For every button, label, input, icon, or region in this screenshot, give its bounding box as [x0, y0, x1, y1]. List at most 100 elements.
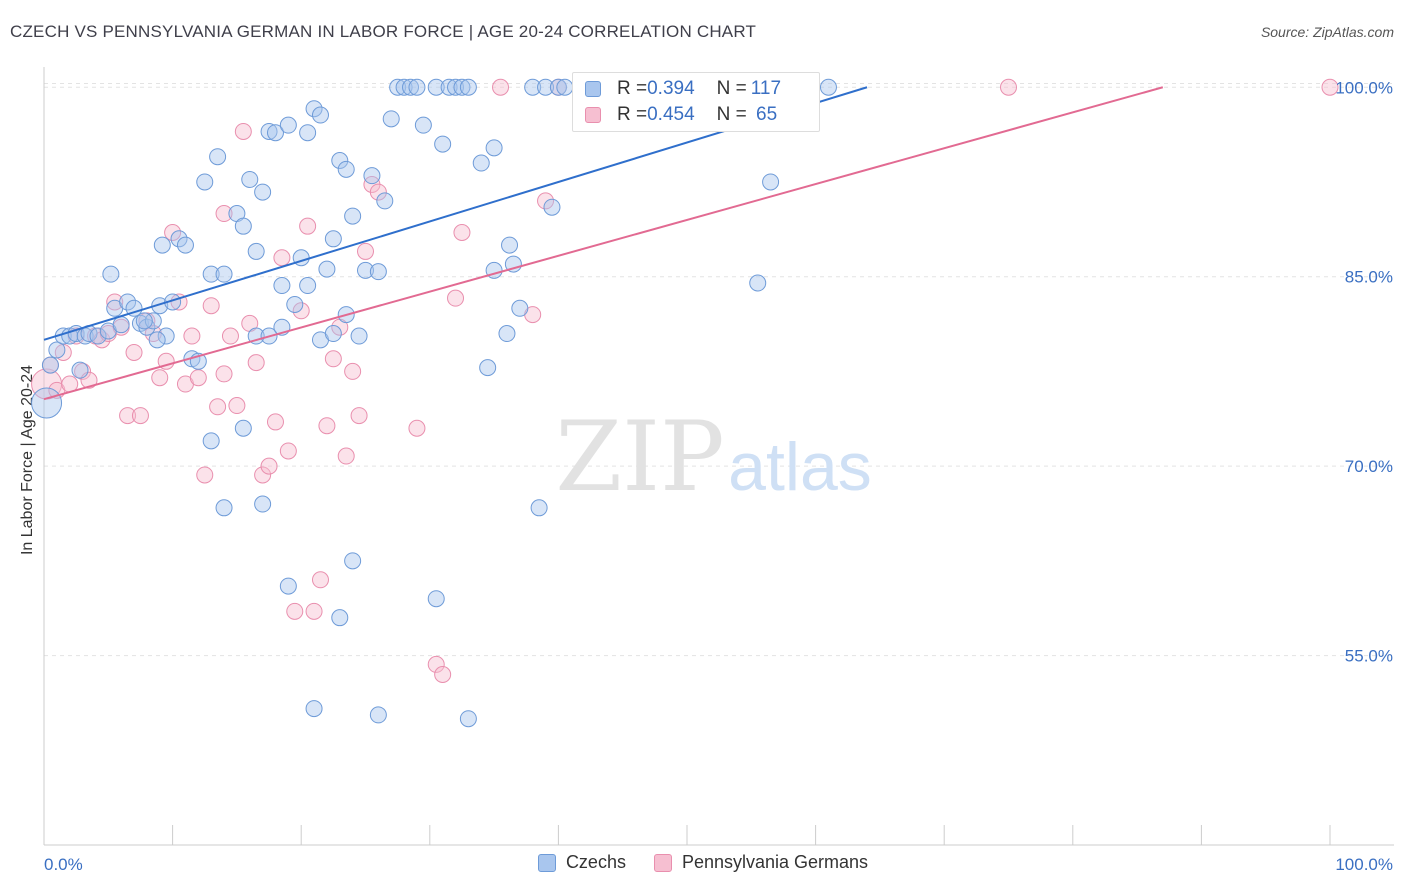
- pennsylvania-germans-point: [106, 293, 124, 311]
- czechs-point: [357, 261, 374, 279]
- czechs-point: [273, 277, 291, 295]
- pennsylvania-germans-swatch: [585, 107, 601, 123]
- pennsylvania-germans-point: [125, 343, 143, 361]
- legend-n-label: N =: [716, 78, 747, 99]
- pennsylvania-germans-point: [408, 419, 426, 437]
- czechs-point: [762, 173, 780, 191]
- pennsylvania-germans-point: [234, 122, 252, 140]
- czechs-point: [299, 124, 317, 142]
- czechs-point: [176, 236, 194, 254]
- czechs-point: [543, 198, 561, 216]
- czechs-point: [427, 78, 445, 96]
- legend-r-value: 0.454: [647, 104, 695, 125]
- trend-lines: [43, 86, 1164, 401]
- czechs-point: [498, 325, 516, 343]
- czechs-point: [196, 173, 214, 191]
- y-tick-label: 100.0%: [1335, 78, 1393, 97]
- legend-pennsylvania-germans-label: Pennsylvania Germans: [681, 852, 869, 872]
- stats-legend: R = 0.394 N = 117 R = 0.454 N = 65: [572, 72, 820, 132]
- tick-labels: 55.0% 70.0% 85.0% 100.0% 0.0% 100.0%: [44, 78, 1393, 874]
- czechs-point: [434, 135, 452, 153]
- czechs-point: [331, 152, 349, 170]
- legend-item-pennsylvania-germans: Pennsylvania Germans: [653, 852, 869, 873]
- czechs-point: [337, 160, 355, 178]
- czechs-point: [389, 78, 407, 96]
- czechs-point: [144, 312, 162, 330]
- legend-item-czechs: Czechs: [537, 852, 626, 873]
- pennsylvania-germans-point: [131, 407, 149, 425]
- pennsylvania-germans-trend-line: [43, 86, 1164, 401]
- pennsylvania-germans-point: [344, 362, 362, 380]
- pennsylvania-germans-point: [1321, 78, 1339, 96]
- czechs-point: [549, 78, 567, 96]
- czechs-point: [479, 359, 497, 377]
- czechs-point: [485, 139, 503, 157]
- czechs-point: [157, 327, 175, 345]
- pennsylvania-germans-point: [279, 442, 297, 460]
- czechs-point: [260, 122, 278, 140]
- czechs-point: [202, 432, 220, 450]
- czechs-point: [414, 116, 432, 134]
- czechs-point: [41, 356, 59, 374]
- czechs-point: [148, 331, 166, 349]
- czechs-point: [153, 236, 171, 254]
- czechs-point: [215, 499, 233, 517]
- czechs-point: [202, 265, 220, 283]
- legend-n-value: 117: [750, 78, 782, 99]
- pennsylvania-germans-point: [196, 466, 214, 484]
- czechs-point: [215, 265, 233, 283]
- pennsylvania-germans-point: [202, 297, 220, 315]
- pennsylvania-germans-point: [215, 365, 233, 383]
- pennsylvania-germans-point: [215, 205, 233, 223]
- series-pennsylvania-germans: [31, 78, 1339, 684]
- pennsylvania-germans-point: [164, 223, 182, 241]
- czechs-point: [299, 277, 317, 295]
- czechs-point: [31, 387, 63, 419]
- legend-czechs-label: Czechs: [565, 852, 626, 872]
- pennsylvania-germans-point: [337, 447, 355, 465]
- czechs-point: [311, 106, 329, 124]
- czechs-point: [135, 312, 153, 330]
- pennsylvania-germans-point: [119, 407, 137, 425]
- chart-title: CZECH VS PENNSYLVANIA GERMAN IN LABOR FO…: [10, 22, 757, 41]
- czechs-point: [286, 295, 304, 313]
- pennsylvania-germans-point: [254, 466, 272, 484]
- y-tick-label: 85.0%: [1345, 268, 1393, 287]
- czechs-point: [247, 327, 265, 345]
- pennsylvania-germans-point: [369, 183, 387, 201]
- czechs-point: [382, 110, 400, 128]
- watermark-atlas: atlas: [728, 429, 872, 505]
- czechs-point: [530, 499, 548, 517]
- czechs-point: [819, 78, 837, 96]
- czechs-point: [501, 236, 519, 254]
- czechs-point: [408, 78, 426, 96]
- pennsylvania-germans-point: [453, 223, 471, 241]
- czechs-point: [234, 217, 252, 235]
- pennsylvania-germans-point: [189, 369, 207, 387]
- x-tick-label-max: 100.0%: [1335, 855, 1393, 874]
- czechs-point: [537, 78, 555, 96]
- czechs-point: [459, 78, 477, 96]
- czechs-point: [472, 154, 490, 172]
- czechs-point: [279, 577, 297, 595]
- legend-r-value: 0.394: [647, 78, 695, 99]
- czechs-swatch: [585, 81, 601, 97]
- czechs-point: [402, 78, 420, 96]
- pennsylvania-germans-point: [183, 327, 201, 345]
- watermark-zip: ZIP: [555, 401, 724, 513]
- pennsylvania-germans-point: [266, 413, 284, 431]
- pennsylvania-germans-point: [209, 398, 227, 416]
- pennsylvania-germans-point: [324, 350, 342, 368]
- pennsylvania-germans-point: [273, 249, 291, 267]
- czechs-point: [318, 260, 336, 278]
- czechs-point: [453, 78, 471, 96]
- czechs-point: [344, 552, 362, 570]
- czechs-point: [556, 78, 574, 96]
- pennsylvania-germans-point: [1000, 78, 1017, 96]
- legend-r-label: R =: [617, 78, 648, 99]
- pennsylvania-germans-point: [311, 571, 329, 589]
- czechs-point: [266, 124, 284, 142]
- czechs-point: [440, 78, 458, 96]
- legend-row-pennsylvania-germans: R = 0.454 N = 65: [585, 103, 777, 127]
